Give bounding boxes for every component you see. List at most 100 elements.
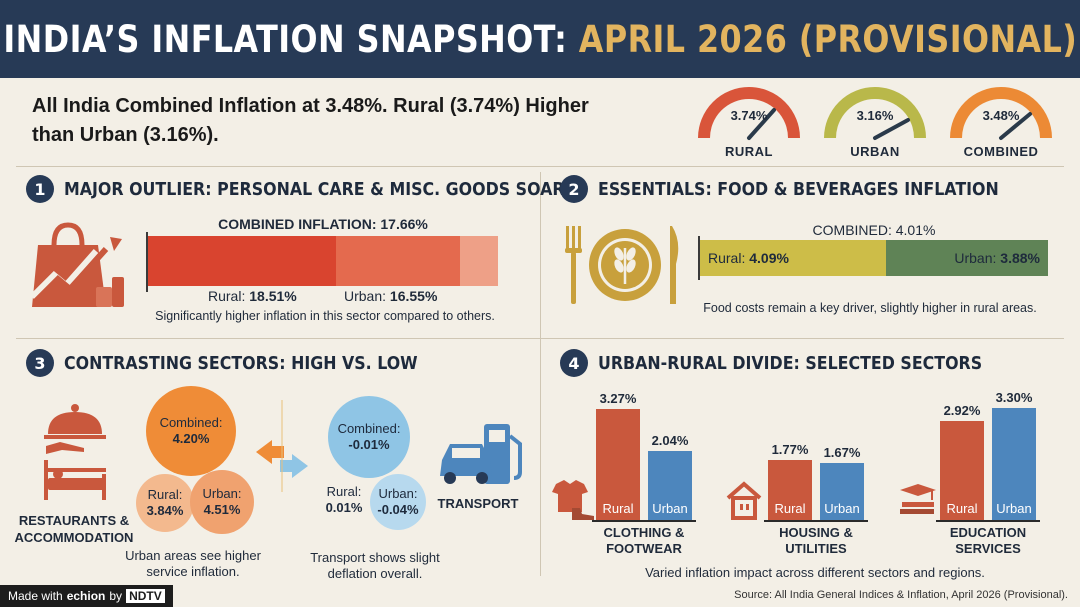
gauge-rural: 3.74% RURAL bbox=[694, 86, 804, 162]
bar-baseline-1 bbox=[764, 520, 868, 522]
bar-value-rural-0: 3.27% bbox=[599, 391, 637, 406]
gauge-urban: 3.16% URBAN bbox=[820, 86, 930, 162]
section3-left-combined-value: 4.20% bbox=[172, 431, 210, 446]
car-fuel-pump-icon bbox=[440, 424, 522, 484]
section2-bar: Rural: 4.09% Urban: 3.88% bbox=[700, 240, 1048, 276]
section2-bar-axis bbox=[698, 236, 700, 280]
section3-left-urban-label: Urban: bbox=[202, 486, 242, 501]
section2-urban-label: Urban: bbox=[954, 250, 997, 266]
house-plug-icon bbox=[726, 481, 762, 520]
bar-urban-0: Urban bbox=[648, 451, 692, 520]
bar-rural-1: Rural bbox=[768, 460, 812, 520]
section3-left-note: Urban areas see higher service inflation… bbox=[125, 548, 261, 579]
section1-title: 1 MAJOR OUTLIER: PERSONAL CARE & MISC. G… bbox=[26, 175, 646, 203]
section3-left-rural-label: Rural: bbox=[147, 487, 183, 502]
section1-bar bbox=[148, 236, 498, 286]
section1-urban-label: Urban: bbox=[344, 288, 387, 304]
bar-rural-2: Rural bbox=[940, 421, 984, 520]
section4-title: 4 URBAN-RURAL DIVIDE: SELECTED SECTORS bbox=[560, 349, 1035, 377]
section2-number: 2 bbox=[560, 175, 588, 203]
section3-left-urban-value: 4.51% bbox=[203, 502, 241, 517]
gauge-combined-label: COMBINED bbox=[963, 144, 1039, 159]
brand-echion: echion bbox=[66, 589, 106, 603]
gauge-combined: 3.48% COMBINED bbox=[946, 86, 1056, 162]
bar-rural-0: Rural bbox=[596, 409, 640, 520]
section3-right-urban-bubble: Urban: -0.04% bbox=[370, 474, 426, 530]
bar-value-urban-1: 1.67% bbox=[823, 445, 861, 460]
section3-left-urban-bubble: Urban: 4.51% bbox=[190, 470, 254, 534]
section3-left-rural-bubble: Rural: 3.84% bbox=[136, 474, 194, 532]
title-accent: APRIL 2026 (PROVISIONAL) bbox=[578, 17, 1077, 61]
shirt-shoe-icon bbox=[552, 480, 594, 520]
section1-rural-label: Rural: bbox=[208, 288, 246, 304]
section3-number: 3 bbox=[26, 349, 54, 377]
made-with-text: Made with bbox=[8, 589, 63, 603]
divider-top bbox=[16, 166, 1064, 167]
section4-note: Varied inflation impact across different… bbox=[645, 565, 985, 580]
gauge-urban-icon bbox=[824, 87, 926, 140]
plate-fork-knife-wheat-icon bbox=[565, 226, 679, 304]
gauge-rural-label: RURAL bbox=[725, 144, 773, 159]
section2-title: 2 ESSENTIALS: FOOD & BEVERAGES INFLATION bbox=[560, 175, 1053, 203]
bar-urban-1: Urban bbox=[820, 463, 864, 520]
restaurant-hotel-icon bbox=[44, 404, 106, 500]
section1-note: Significantly higher inflation in this s… bbox=[155, 309, 495, 323]
title-main: INDIA’S INFLATION SNAPSHOT: bbox=[3, 17, 579, 61]
section1-bar-tail bbox=[460, 236, 498, 286]
source-note: Source: All India General Indices & Infl… bbox=[734, 589, 1068, 601]
section3-right-rural-label: Rural: bbox=[326, 484, 362, 499]
brand-ndtv: NDTV bbox=[126, 589, 165, 603]
section1-rural-value: 18.51% bbox=[249, 288, 297, 304]
section3-right-rural-bubble: Rural: 0.01% bbox=[318, 474, 370, 526]
section1-combined: COMBINED INFLATION: 17.66% bbox=[218, 216, 428, 232]
section1-bar-urban bbox=[336, 236, 460, 286]
made-with-badge: Made with echion by NDTV bbox=[0, 585, 173, 607]
section3-left-combined-label: Combined: bbox=[159, 415, 223, 430]
gauge-combined-value: 3.48% bbox=[982, 108, 1020, 123]
section1-urban-value: 16.55% bbox=[389, 288, 438, 304]
contrast-arrows-icon bbox=[256, 400, 308, 492]
bar-baseline-2 bbox=[936, 520, 1040, 522]
section4-title-text: URBAN-RURAL DIVIDE: SELECTED SECTORS bbox=[598, 352, 983, 374]
section2-rural-value: 4.09% bbox=[749, 250, 789, 266]
gauge-urban-label: URBAN bbox=[850, 144, 900, 159]
bar-value-rural-2: 2.92% bbox=[943, 403, 981, 418]
section3-left-label: RESTAURANTS & ACCOMMODATION bbox=[14, 513, 134, 545]
section1-rural: Rural: 18.51% bbox=[208, 288, 297, 304]
divider-vertical bbox=[540, 172, 541, 576]
headline: All India Combined Inflation at 3.48%. R… bbox=[32, 95, 589, 146]
section2-title-text: ESSENTIALS: FOOD & BEVERAGES INFLATION bbox=[598, 178, 999, 200]
section3-left-rural-value: 3.84% bbox=[146, 503, 184, 518]
bar-baseline-0 bbox=[592, 520, 696, 522]
section3-right-combined-value: -0.01% bbox=[348, 437, 390, 452]
section3-title: 3 CONTRASTING SECTORS: HIGH VS. LOW bbox=[26, 349, 466, 377]
section1-bar-axis bbox=[146, 232, 148, 292]
section3-right-combined-label: Combined: bbox=[337, 421, 401, 436]
section1-number: 1 bbox=[26, 175, 54, 203]
bar-category-0: CLOTHING & FOOTWEAR bbox=[603, 525, 685, 556]
section1-bar-rural bbox=[148, 236, 336, 286]
section3-right-rural-value: 0.01% bbox=[325, 500, 363, 515]
bar-value-urban-2: 3.30% bbox=[995, 390, 1033, 405]
bar-value-urban-0: 2.04% bbox=[651, 433, 689, 448]
gauge-rural-icon bbox=[698, 87, 800, 140]
bar-urban-2: Urban bbox=[992, 408, 1036, 520]
section4-number: 4 bbox=[560, 349, 588, 377]
section2-rural-label: Rural: bbox=[708, 250, 746, 266]
gauge-rural-value: 3.74% bbox=[730, 108, 768, 123]
gauge-combined-icon bbox=[950, 87, 1052, 140]
gauge-urban-value: 3.16% bbox=[856, 108, 894, 123]
section2-combined: COMBINED: 4.01% bbox=[812, 222, 936, 238]
by-text: by bbox=[109, 589, 123, 603]
bar-value-rural-1: 1.77% bbox=[771, 442, 809, 457]
section2-bar-urban: Urban: 3.88% bbox=[886, 240, 1048, 276]
header-banner: INDIA’S INFLATION SNAPSHOT: APRIL 2026 (… bbox=[0, 0, 1080, 78]
section3-title-text: CONTRASTING SECTORS: HIGH VS. LOW bbox=[64, 352, 418, 374]
section3-left-combined-bubble: Combined: 4.20% bbox=[146, 386, 236, 476]
shopping-bag-growth-icon bbox=[29, 222, 124, 307]
section3-right-urban-value: -0.04% bbox=[377, 502, 419, 517]
section2-urban-value: 3.88% bbox=[1000, 250, 1040, 266]
section3-right-combined-bubble: Combined: -0.01% bbox=[328, 396, 410, 478]
graduation-cap-books-icon bbox=[900, 484, 936, 514]
section3-right-urban-label: Urban: bbox=[378, 486, 418, 501]
